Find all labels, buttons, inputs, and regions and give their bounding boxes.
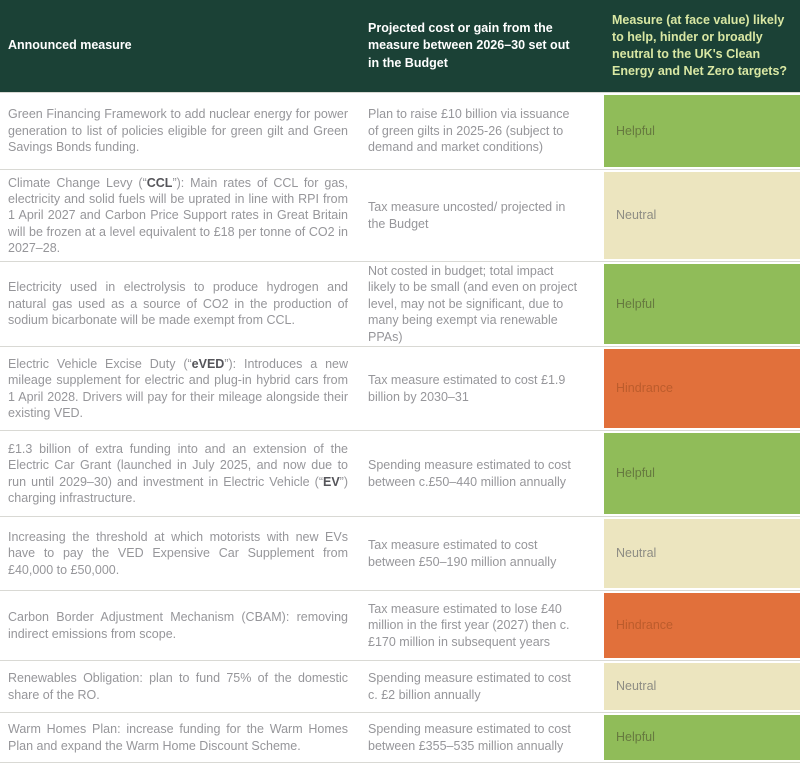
cost-cell: Tax measure estimated to lose £40 millio… [368, 601, 570, 649]
cost-cell: Tax measure uncosted/ projected in the B… [368, 200, 566, 231]
cost-cell: Spending measure estimated to cost betwe… [368, 722, 571, 753]
verdict-cell: Helpful [604, 264, 800, 344]
table-row: £1.3 billion of extra funding into and a… [0, 431, 800, 517]
verdict-cell: Helpful [604, 715, 800, 760]
measure-cell: Green Financing Framework to add nuclear… [8, 107, 348, 155]
verdict-cell: Hindrance [604, 349, 800, 428]
measure-cell: Electricity used in electrolysis to prod… [8, 280, 348, 328]
verdict-label: Helpful [616, 296, 655, 311]
table-row: Warm Homes Plan: increase funding for th… [0, 713, 800, 763]
table-row: Increasing the threshold at which motori… [0, 517, 800, 591]
cost-cell: Spending measure estimated to cost c. £2… [368, 671, 571, 702]
table-body: Green Financing Framework to add nuclear… [0, 92, 800, 763]
verdict-label: Hindrance [616, 618, 673, 633]
cost-cell: Plan to raise £10 billion via issuance o… [368, 107, 570, 155]
table-row: Carbon Border Adjustment Mechanism (CBAM… [0, 591, 800, 661]
verdict-label: Neutral [616, 679, 657, 694]
verdict-cell: Neutral [604, 172, 800, 259]
cost-cell: Not costed in budget; total impact likel… [368, 264, 578, 344]
measure-cell: Climate Change Levy (“CCL”): Main rates … [8, 175, 348, 256]
verdict-label: Helpful [616, 466, 655, 481]
verdict-cell: Neutral [604, 519, 800, 588]
header-announced-measure: Announced measure [8, 38, 132, 53]
cost-cell: Tax measure estimated to cost £1.9 billi… [368, 373, 566, 404]
verdict-label: Hindrance [616, 381, 673, 396]
cost-cell: Spending measure estimated to cost betwe… [368, 458, 571, 489]
header-net-zero-impact: Measure (at face value) likely to help, … [612, 12, 788, 79]
verdict-label: Helpful [616, 123, 655, 138]
cost-cell: Tax measure estimated to cost between £5… [368, 538, 557, 569]
verdict-cell: Neutral [604, 663, 800, 710]
verdict-cell: Helpful [604, 433, 800, 514]
verdict-label: Neutral [616, 208, 657, 223]
table-row: Renewables Obligation: plan to fund 75% … [0, 661, 800, 713]
table-row: Electricity used in electrolysis to prod… [0, 262, 800, 347]
measure-cell: Electric Vehicle Excise Duty (“eVED”): I… [8, 356, 348, 420]
verdict-cell: Helpful [604, 95, 800, 167]
table-header: Announced measure Projected cost or gain… [0, 0, 800, 92]
table-row: Electric Vehicle Excise Duty (“eVED”): I… [0, 347, 800, 431]
measure-cell: Increasing the threshold at which motori… [8, 529, 348, 577]
table-row: Climate Change Levy (“CCL”): Main rates … [0, 170, 800, 262]
table-row: Green Financing Framework to add nuclear… [0, 93, 800, 170]
measure-cell: Carbon Border Adjustment Mechanism (CBAM… [8, 610, 348, 641]
measure-cell: £1.3 billion of extra funding into and a… [8, 441, 348, 505]
verdict-label: Neutral [616, 546, 657, 561]
verdict-label: Helpful [616, 730, 655, 745]
verdict-cell: Hindrance [604, 593, 800, 658]
measure-cell: Renewables Obligation: plan to fund 75% … [8, 671, 348, 702]
measure-cell: Warm Homes Plan: increase funding for th… [8, 722, 348, 753]
header-projected-cost: Projected cost or gain from the measure … [368, 21, 570, 70]
